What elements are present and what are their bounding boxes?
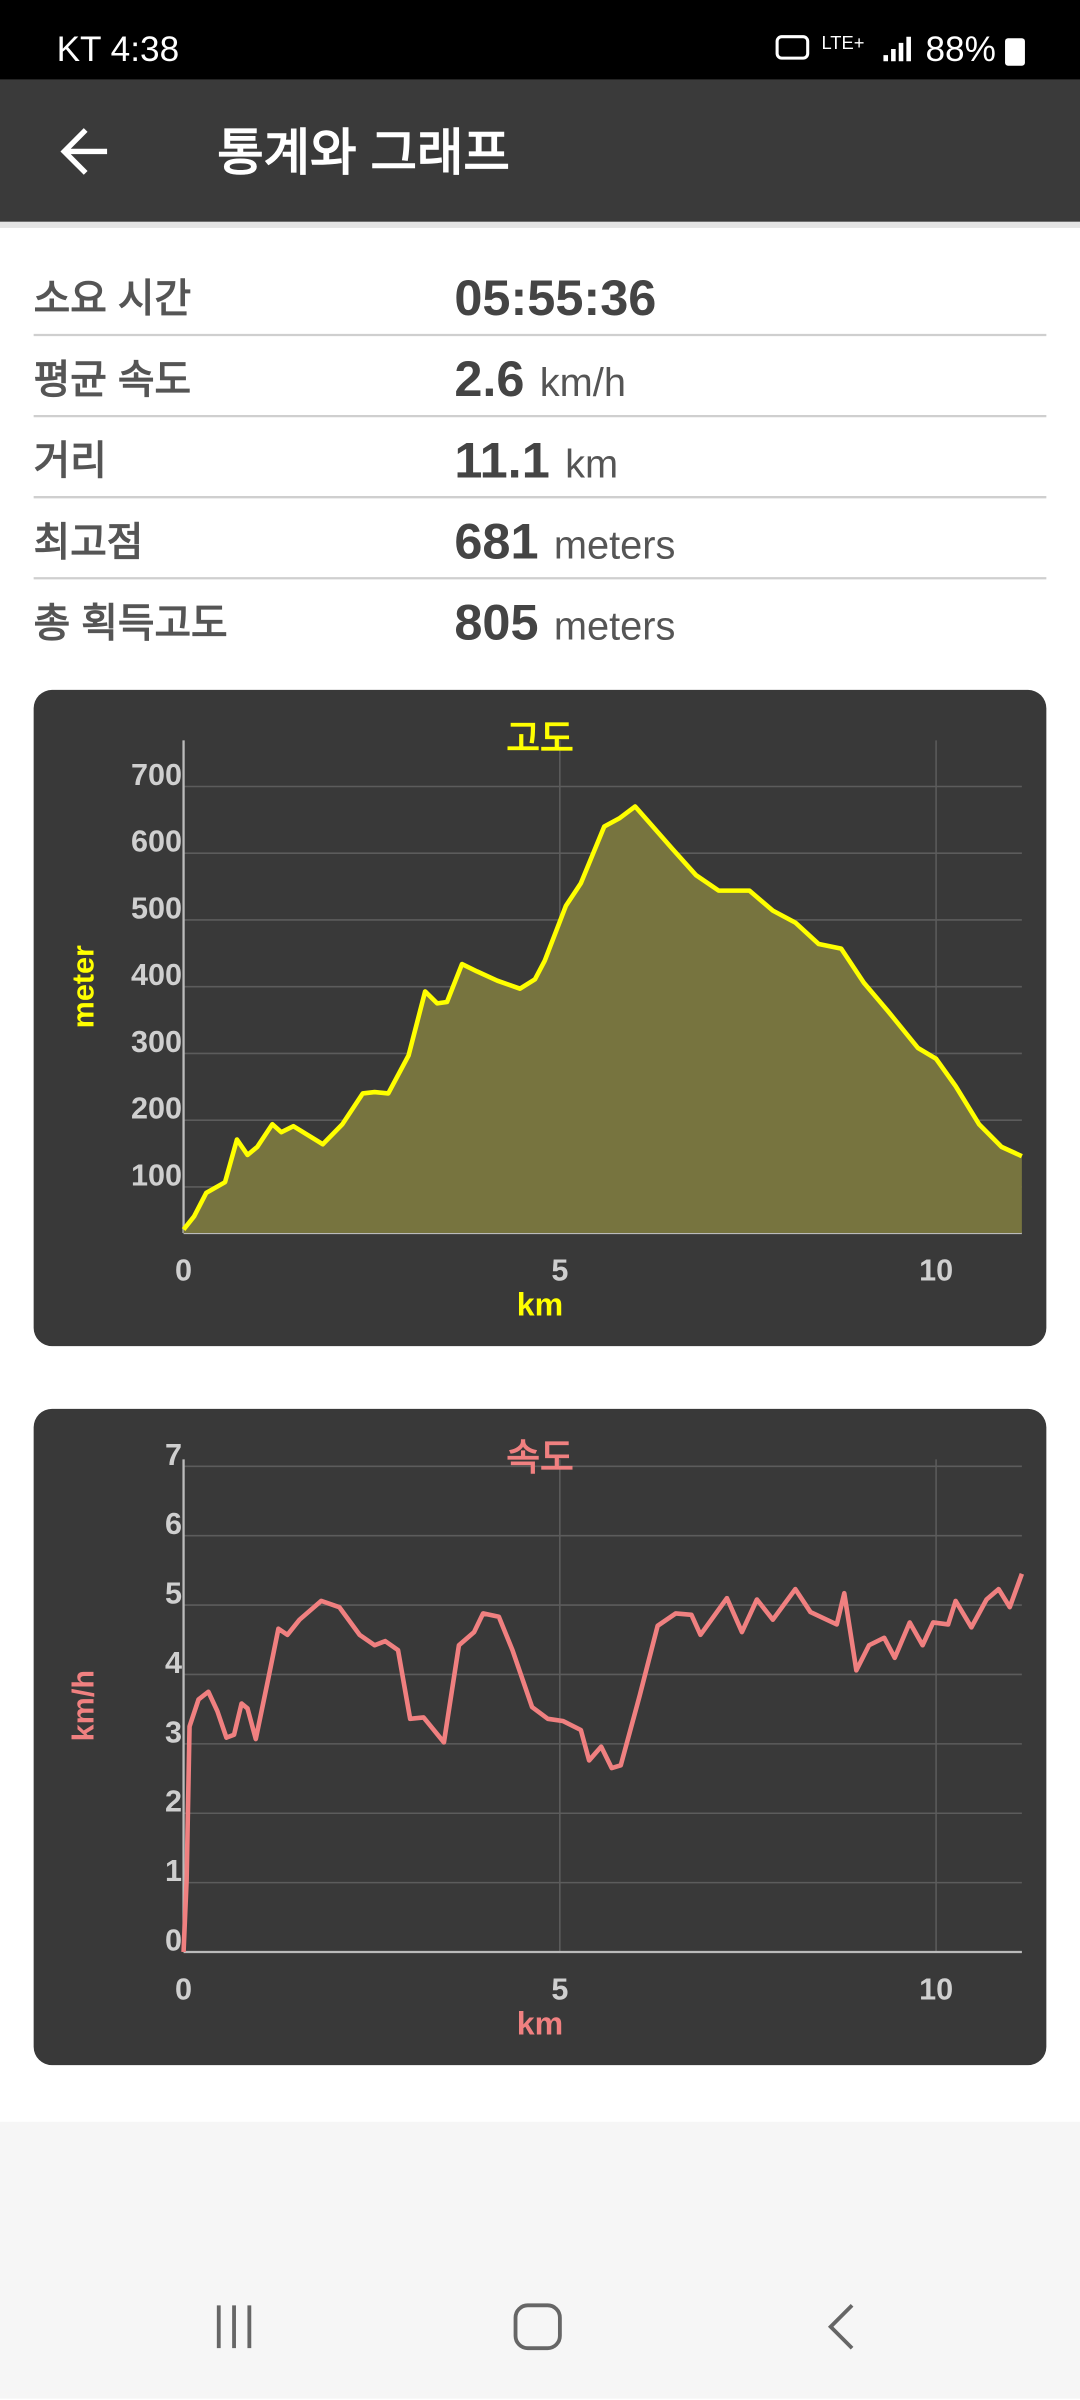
x-tick-label: 0: [175, 1253, 192, 1287]
x-tick-label: 10: [919, 1253, 953, 1287]
stat-unit: km: [565, 442, 618, 486]
stat-value-row: 11.1 km: [454, 431, 618, 488]
line: [181, 804, 1023, 1232]
stat-value: 11.1: [454, 431, 549, 488]
stat-label: 총 획득고도: [34, 601, 228, 645]
chart-title: 속도: [506, 1437, 574, 1478]
y-tick-label: 4: [165, 1646, 182, 1680]
carrier-time: KT 4:38: [57, 30, 180, 69]
chart-card: [33, 1408, 1047, 2066]
stat-label: 최고점: [34, 520, 144, 564]
y-axis-label: km/h: [66, 1670, 100, 1741]
stat-label: 평균 속도: [34, 358, 191, 402]
stat-value: 2.6: [454, 350, 524, 407]
battery-icon: [1005, 38, 1025, 66]
y-tick-label: 500: [131, 891, 182, 925]
y-tick-label: 0: [165, 1923, 182, 1957]
stat-value-row: 805 meters: [454, 593, 675, 650]
x-tick-label: 10: [919, 1972, 953, 2006]
hd-icon: [775, 35, 810, 60]
stat-value: 805: [454, 593, 538, 650]
stat-value-row: 2.6 km/h: [454, 350, 626, 407]
nav-back-button[interactable]: [827, 2303, 854, 2350]
y-tick-label: 2: [165, 1785, 182, 1819]
line: [181, 1573, 1025, 1953]
stat-unit: km/h: [540, 361, 626, 405]
battery-level: 88%: [925, 30, 995, 69]
x-tick-label: 5: [551, 1972, 568, 2006]
stat-value-row: 681 meters: [454, 512, 675, 569]
x-tick-label: 0: [175, 1972, 192, 2006]
app-title: 통계와 그래프: [217, 124, 510, 181]
back-button[interactable]: [60, 128, 108, 175]
lte-icon: LTE+: [821, 32, 864, 53]
y-tick-label: 700: [131, 758, 182, 792]
y-tick-label: 1: [165, 1854, 182, 1888]
status-bar: [0, 0, 1080, 80]
stat-label: 소요 시간: [34, 277, 191, 321]
x-tick-label: 5: [551, 1253, 568, 1287]
recents-button[interactable]: [216, 2305, 252, 2349]
y-tick-label: 400: [131, 958, 182, 992]
y-tick-label: 100: [131, 1158, 182, 1192]
y-tick-label: 200: [131, 1092, 182, 1126]
stat-value: 681: [454, 512, 538, 569]
signal-icon: [883, 36, 911, 62]
stat-label: 거리: [34, 439, 107, 483]
x-axis-label: km: [517, 2006, 563, 2042]
stat-unit: meters: [554, 523, 676, 567]
y-axis-label: meter: [66, 945, 100, 1028]
y-tick-label: 3: [165, 1715, 182, 1749]
x-axis-label: km: [517, 1287, 563, 1323]
home-button[interactable]: [513, 2303, 562, 2351]
stat-value-row: 05:55:36: [454, 269, 656, 326]
y-tick-label: 5: [165, 1577, 182, 1611]
chart-title: 고도: [506, 718, 574, 759]
app-bar-shadow: [0, 221, 1080, 228]
stat-value: 05:55:36: [454, 269, 656, 326]
y-tick-label: 300: [131, 1025, 182, 1059]
stat-unit: meters: [554, 604, 676, 648]
bottom-area: [0, 2121, 1080, 2399]
area: [183, 806, 1022, 1233]
y-tick-label: 600: [131, 825, 182, 859]
y-tick-label: 6: [165, 1507, 182, 1541]
app-bar: [0, 79, 1080, 222]
y-tick-label: 7: [165, 1438, 182, 1472]
